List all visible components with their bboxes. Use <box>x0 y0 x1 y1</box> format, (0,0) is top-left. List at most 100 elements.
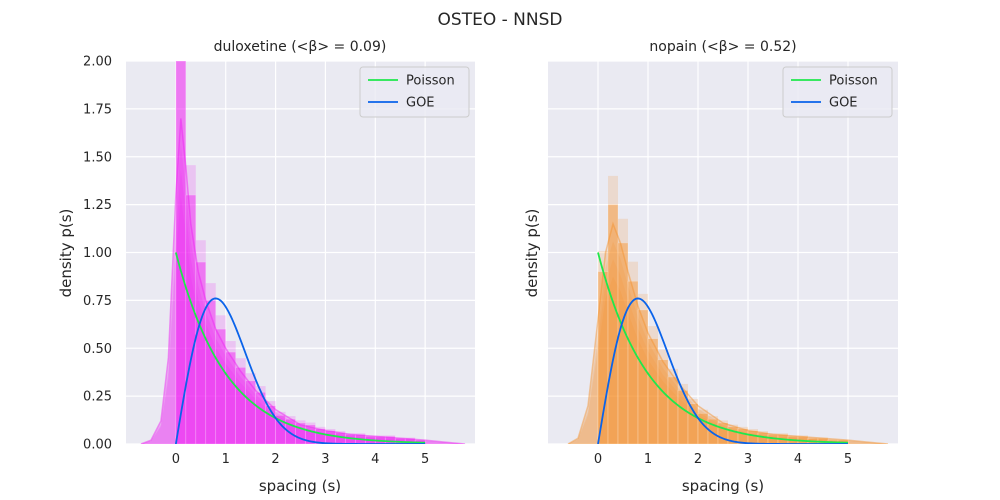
histogram-bar-spread <box>315 426 326 429</box>
histogram-bar-spread <box>728 424 738 427</box>
legend-label-goe: GOE <box>829 96 858 111</box>
histogram-bar <box>245 380 256 444</box>
histogram-bar-spread <box>788 435 798 437</box>
plot-content <box>140 15 466 444</box>
poisson-curve <box>174 252 426 444</box>
histogram-bar-spread <box>718 420 728 423</box>
histogram-bar-spread <box>405 437 416 439</box>
y-axis-label: density p(s) <box>57 209 75 298</box>
kde-curve <box>140 118 466 444</box>
histogram-bar-spread <box>345 433 356 435</box>
y-tick-label: 0.50 <box>83 342 112 357</box>
x-axis-label: spacing (s) <box>259 477 341 495</box>
histogram-bar-spread <box>648 326 658 339</box>
x-axis-label: spacing (s) <box>682 477 764 495</box>
histogram-bar <box>195 261 207 444</box>
y-tick-label: 0.75 <box>83 294 112 309</box>
histogram-bar-spread <box>758 431 768 433</box>
y-tick-label: 1.00 <box>83 246 112 261</box>
poisson-curve <box>597 252 849 444</box>
histogram-bar <box>235 367 246 444</box>
histogram-bar-spread <box>205 283 216 301</box>
y-tick-label: 2.00 <box>83 55 112 70</box>
legend: Poisson GOE <box>359 66 470 118</box>
histogram-bar-spread <box>265 401 276 406</box>
histogram-bar-spread <box>738 426 748 429</box>
histogram-bar-spread <box>235 358 246 368</box>
histogram-bar-spread <box>215 315 226 330</box>
histogram-bar-spread <box>668 368 678 377</box>
histogram-bar <box>617 242 629 444</box>
histogram-bar-spread <box>618 218 628 243</box>
goe-curve <box>174 297 426 444</box>
panel-nopain: nopain (<β> = 0.52) spacing (s) density … <box>523 39 898 495</box>
histogram-bar-spread <box>818 437 828 439</box>
histogram-bar-spread <box>698 409 708 414</box>
histogram-bar-spread <box>385 435 396 437</box>
y-tick-label: 1.25 <box>83 198 112 213</box>
histogram-bar <box>657 359 669 444</box>
histogram-bar-spread <box>325 428 336 431</box>
x-tick-label: 5 <box>421 452 429 467</box>
legend: Poisson GOE <box>782 66 893 118</box>
histogram-bar-spread <box>275 411 286 416</box>
histogram-bar-spread <box>808 437 818 439</box>
histogram-bar-spread <box>245 373 256 381</box>
histogram-bar-spread <box>395 437 406 439</box>
histogram-bar <box>717 422 729 444</box>
histogram-bar-spread <box>295 420 306 423</box>
x-tick-label: 1 <box>644 452 652 467</box>
histogram-bar <box>185 194 197 444</box>
y-tick-label: 0.00 <box>83 438 112 453</box>
x-tick-label: 1 <box>222 452 230 467</box>
histogram-bar-spread <box>598 250 608 272</box>
y-axis-label: density p(s) <box>523 209 541 298</box>
legend-label-poisson: Poisson <box>406 74 455 89</box>
x-tick-label: 5 <box>844 452 852 467</box>
histogram-bar-spread <box>658 349 668 360</box>
x-tick-label: 4 <box>794 452 802 467</box>
x-tick-label: 0 <box>172 452 180 467</box>
histogram-bar-spread <box>748 428 758 431</box>
histogram-bar-spread <box>365 435 376 437</box>
figure-suptitle: OSTEO - NNSD <box>438 10 563 30</box>
histogram-bar-spread <box>285 416 296 420</box>
histogram-bar-spread <box>708 416 718 420</box>
y-tick-label: 1.50 <box>83 150 112 165</box>
histogram-bar-spread <box>628 261 638 282</box>
x-tick-label: 4 <box>371 452 379 467</box>
legend-label-poisson: Poisson <box>829 74 878 89</box>
panel-title: duloxetine (<β> = 0.09) <box>214 39 387 55</box>
x-tick-label: 2 <box>271 452 279 467</box>
histogram-bar-spread <box>608 175 618 205</box>
histogram-bar-spread <box>195 240 206 263</box>
goe-curve <box>597 297 848 444</box>
histogram-bar-spread <box>678 383 688 391</box>
y-tick-label: 0.25 <box>83 390 112 405</box>
histogram-bar <box>225 351 236 444</box>
panel-duloxetine: duloxetine (<β> = 0.09) spacing (s) dens… <box>57 15 475 495</box>
legend-label-goe: GOE <box>406 96 435 111</box>
histogram-bar-spread <box>225 341 236 353</box>
histogram-bar-spread <box>768 433 778 435</box>
histogram-bar-spread <box>798 435 808 437</box>
histogram-bar-spread <box>305 422 316 425</box>
histogram-bar <box>647 338 659 444</box>
histogram-bar-spread <box>688 398 698 404</box>
x-tick-label: 3 <box>321 452 329 467</box>
x-tick-label: 3 <box>744 452 752 467</box>
histogram-bar-spread <box>335 431 346 433</box>
histogram-bar-spread <box>355 433 366 435</box>
x-tick-label: 0 <box>594 452 602 467</box>
histogram-bar-spread <box>778 433 788 435</box>
kde-curve <box>567 221 889 444</box>
x-tick-label: 2 <box>694 452 702 467</box>
panel-title: nopain (<β> = 0.52) <box>649 39 796 55</box>
histogram-bar <box>607 204 619 444</box>
histogram-bar-spread <box>185 165 196 196</box>
histogram-bar-spread <box>176 15 186 61</box>
plot-content <box>567 175 889 444</box>
y-tick-label: 1.75 <box>83 102 112 117</box>
